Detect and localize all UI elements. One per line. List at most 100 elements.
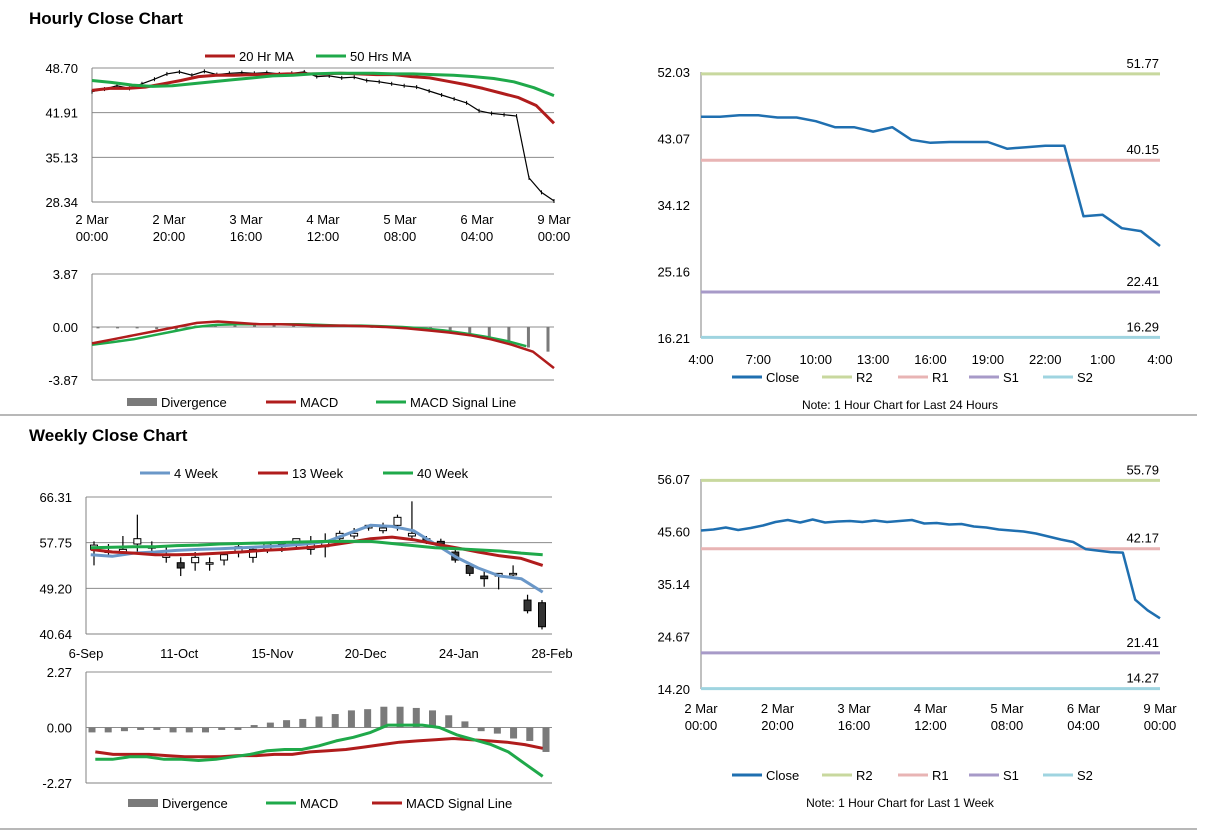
hourly-price-xtick-label: 12:00 [307,229,340,244]
hourly-levels-s1-value: 22.41 [1126,274,1159,289]
hourly-price-line [91,70,555,202]
weekly-divergence-bar [218,727,226,730]
hourly-price-ytick-label: 35.13 [45,150,78,165]
hourly-price-xtick-label: 4 Mar [306,212,340,227]
weekly-candle-body [205,562,214,565]
weekly-price-ytick-label: 66.31 [39,490,72,505]
hourly-price-xtick-label: 00:00 [76,229,109,244]
weekly-levels-close-line [700,518,1161,620]
weekly-legend-4week-label: 4 Week [174,466,218,481]
hourly-divergence-bar [96,327,100,329]
hourly-price-xtick-label: 16:00 [230,229,263,244]
hourly-levels-ytick-label: 25.16 [657,265,690,280]
weekly-levels-r2-value: 55.79 [1126,462,1159,477]
hourly-divergence-bar [487,327,491,338]
weekly-divergence-bar [331,714,339,728]
weekly-divergence-bar [153,727,161,730]
weekly-levels-note: Note: 1 Hour Chart for Last 1 Week [806,796,995,810]
weekly-divergence-bar [445,715,453,728]
weekly-macd-ytick-label: 0.00 [47,721,72,736]
hourly-levels-xtick-label: 19:00 [972,352,1005,367]
weekly-candle-body [248,548,257,558]
weekly-price-xtick-label: 20-Dec [345,646,387,661]
weekly-price-xtick-label: 24-Jan [439,646,479,661]
hourly-levels-legend-s2-label: S2 [1077,370,1093,385]
weekly-levels-ytick-label: 45.60 [657,525,690,540]
hourly-macd-line [91,320,555,370]
hourly-levels-xtick-label: 22:00 [1029,352,1062,367]
hourly-price-xtick-label: 2 Mar [152,212,186,227]
weekly-levels-xtick-label: 04:00 [1067,718,1100,733]
hourly-levels-r1-value: 40.15 [1126,142,1159,157]
weekly-candle-body [191,556,200,564]
hourly-ma20-line [91,71,556,125]
hourly-levels-r2-value: 51.77 [1126,56,1159,71]
hourly-macd-ytick-label: -3.87 [48,373,78,388]
hourly-price-xtick-label: 6 Mar [460,212,494,227]
weekly-divergence-bar [542,727,550,752]
weekly-macd-ytick-label: -2.27 [42,776,72,791]
hourly-divergence-bar [253,324,257,327]
weekly-levels-xtick-label: 00:00 [1144,718,1177,733]
hourly-legend-divergence-label: Divergence [161,395,227,410]
hourly-macd-ytick-label: 3.87 [53,267,78,282]
weekly-price-ytick-label: 40.64 [39,627,72,642]
hourly-legend-signal-label: MACD Signal Line [410,395,516,410]
weekly-candle-body [176,562,185,569]
weekly-price-xtick-label: 15-Nov [251,646,293,661]
weekly-levels-legend-s1-label: S1 [1003,768,1019,783]
weekly-legend-divergence-swatch [128,799,158,807]
hourly-price-ytick-label: 41.91 [45,106,78,121]
weekly-levels-s1-value: 21.41 [1126,635,1159,650]
hourly-levels-legend-r2-label: R2 [856,370,873,385]
weekly-levels-s2-value: 14.27 [1126,671,1159,686]
weekly-divergence-bar [169,727,177,733]
hourly-levels-xtick-label: 4:00 [688,352,713,367]
hourly-price-xtick-label: 9 Mar [537,212,571,227]
weekly-divergence-bar [461,721,469,728]
hourly-divergence-bar [174,327,178,330]
weekly-section-title: Weekly Close Chart [29,426,188,445]
weekly-divergence-bar [526,727,534,741]
hourly-legend-ma50-label: 50 Hrs MA [350,49,412,64]
weekly-levels-xtick-label: 12:00 [914,718,947,733]
weekly-divergence-bar [412,707,420,728]
hourly-divergence-bar [135,327,139,329]
hourly-divergence-bar [272,324,276,327]
weekly-levels-legend-close-label: Close [766,768,799,783]
hourly-levels-xtick-label: 4:00 [1147,352,1172,367]
hourly-levels-ytick-label: 16.21 [657,331,690,346]
hourly-levels-xtick-label: 16:00 [914,352,947,367]
weekly-divergence-bar [250,725,258,728]
hourly-levels-xtick-label: 10:00 [799,352,832,367]
hourly-macd-ytick-label: 0.00 [53,320,78,335]
weekly-divergence-bar [396,706,404,728]
weekly-divergence-bar [88,727,96,733]
weekly-divergence-bar [347,710,355,728]
weekly-macd-line [95,723,544,778]
weekly-levels-xtick-label: 3 Mar [837,701,871,716]
weekly-candle-body [480,575,489,580]
hourly-divergence-bar [526,327,530,348]
weekly-40week-line [90,539,543,557]
hourly-price-xtick-label: 08:00 [384,229,417,244]
hourly-levels-xtick-label: 7:00 [746,352,771,367]
hourly-price-xtick-label: 00:00 [538,229,571,244]
weekly-levels-xtick-label: 08:00 [991,718,1024,733]
hourly-price-ytick-label: 48.70 [45,61,78,76]
weekly-candle-body [133,538,142,545]
weekly-levels-xtick-label: 9 Mar [1143,701,1177,716]
weekly-price-ytick-label: 49.20 [39,581,72,596]
weekly-levels-ytick-label: 24.67 [657,630,690,645]
weekly-levels-xtick-label: 2 Mar [684,701,718,716]
weekly-divergence-bar [493,727,501,734]
hourly-divergence-bar [292,324,296,327]
hourly-levels-xtick-label: 13:00 [857,352,890,367]
weekly-divergence-bar [202,727,209,733]
hourly-divergence-bar [448,327,452,332]
weekly-divergence-bar [315,716,323,728]
weekly-divergence-bar [104,727,112,733]
weekly-levels-ytick-label: 56.07 [657,472,690,487]
weekly-divergence-bar [429,710,436,728]
weekly-levels-xtick-label: 20:00 [761,718,794,733]
